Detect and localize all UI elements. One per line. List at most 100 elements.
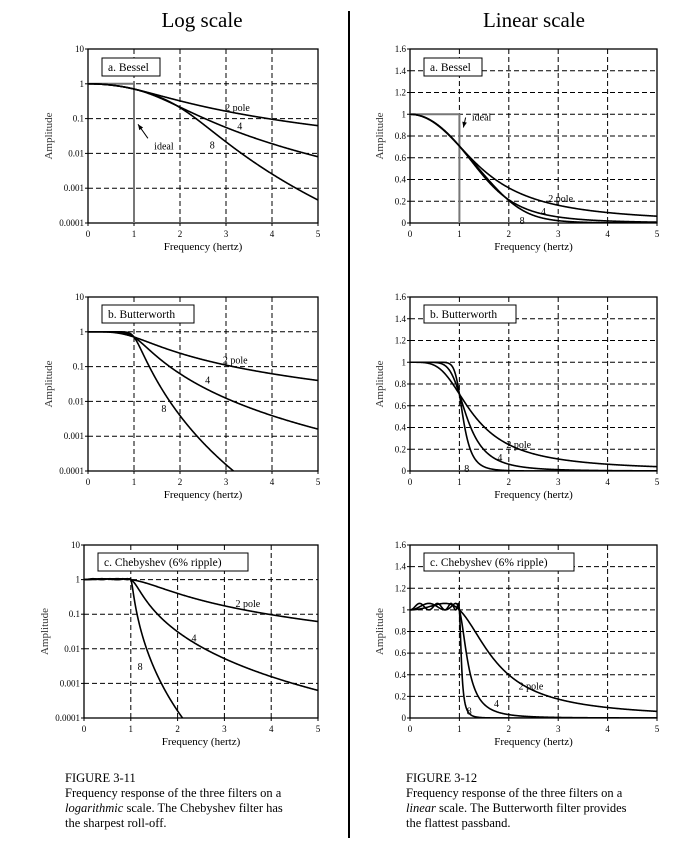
x-tick-label: 3 [222,724,227,734]
y-tick-label: 1 [76,575,81,585]
series-label: 2 pole [548,194,573,205]
series-label: 8 [138,662,143,673]
x-tick-label: 5 [316,724,321,734]
x-tick-label: 5 [316,477,321,487]
series-2-pole [88,331,318,382]
series-label: 4 [237,121,242,132]
y-tick-label: 1.6 [395,292,407,302]
ideal-label: ideal [472,113,492,124]
series-label: 8 [467,707,472,718]
linear-scale-title: Linear scale [482,8,586,32]
x-tick-label: 3 [556,229,561,239]
x-tick-label: 5 [655,477,660,487]
series-label: 4 [541,207,546,218]
y-tick-label: 1.2 [395,336,406,346]
y-tick-label: 0.8 [395,627,407,637]
y-tick-label: 0.8 [395,131,407,141]
y-axis-label: Amplitude [374,112,386,159]
filter-title: c. Chebyshev (6% ripple) [430,557,548,569]
filter-title-box [423,552,575,572]
x-axis-label: Frequency (hertz) [164,241,243,253]
series-label: 2 pole [223,355,248,366]
x-axis-label: Frequency (hertz) [162,736,241,748]
log-scale-title: Log scale [161,8,243,32]
filter-title-box [97,552,249,572]
series-label: 8 [161,404,166,415]
x-tick-label: 4 [270,477,275,487]
x-tick-label: 3 [556,477,561,487]
x-tick-label: 4 [605,477,610,487]
filter-title-box [101,57,161,77]
x-tick-label: 0 [408,229,413,239]
x-tick-label: 0 [408,724,413,734]
gridlines [410,297,657,471]
y-tick-label: 1 [80,327,85,337]
y-tick-label: 0.4 [395,423,407,433]
y-tick-label: 0.2 [395,691,406,701]
y-tick-label: 1.6 [395,44,407,54]
series-4-pole [88,331,318,430]
y-tick-label: 0 [402,466,407,476]
gridlines [84,545,318,718]
y-tick-label: 0.2 [395,444,406,454]
caption-italic: linear [406,801,436,815]
series-label: 2 pole [519,682,544,693]
plot-frame [87,48,319,224]
y-tick-label: 1.4 [395,314,407,324]
y-tick-label: 0 [402,218,407,228]
plot-frame [83,544,319,719]
filter-title: c. Chebyshev (6% ripple) [104,557,222,569]
column-divider [348,11,350,838]
x-tick-label: 0 [408,477,413,487]
caption-figure-3-12: FIGURE 3-12 Frequency response of the th… [406,771,676,831]
y-axis-label: Amplitude [43,360,55,407]
filter-title-box [423,304,517,324]
series-4-pole [410,602,657,718]
y-tick-label: 1 [402,109,407,119]
y-axis-label: Amplitude [374,360,386,407]
x-tick-label: 4 [270,229,275,239]
y-tick-label: 0.001 [60,678,80,688]
y-tick-label: 10 [71,540,81,550]
filter-title: a. Bessel [430,62,471,74]
filter-title: b. Butterworth [430,309,497,321]
filter-title: b. Butterworth [108,309,175,321]
y-tick-label: 0.2 [395,196,406,206]
y-tick-label: 0 [402,713,407,723]
filter-title-box [423,57,483,77]
x-tick-label: 5 [655,724,660,734]
filter-title: a. Bessel [108,62,149,74]
series-label: 2 pole [235,599,260,610]
y-tick-label: 0.01 [64,644,80,654]
x-tick-label: 5 [316,229,321,239]
x-tick-label: 2 [178,229,183,239]
series-8-pole [410,361,657,471]
series-label: 4 [205,375,210,386]
x-tick-label: 0 [82,724,87,734]
gridlines [88,297,318,471]
caption-figure-3-11: FIGURE 3-11 Frequency response of the th… [65,771,335,831]
x-tick-label: 2 [507,724,512,734]
series-8-pole [88,83,318,201]
y-tick-label: 0.4 [395,670,407,680]
y-tick-label: 0.1 [69,609,80,619]
caption-line: Frequency response of the three filters … [406,786,623,800]
x-tick-label: 4 [605,724,610,734]
x-axis-label: Frequency (hertz) [164,489,243,501]
x-tick-label: 3 [556,724,561,734]
x-axis-label: Frequency (hertz) [494,489,573,501]
x-tick-label: 3 [224,477,229,487]
y-axis-label: Amplitude [39,608,51,655]
y-tick-label: 1 [80,79,85,89]
y-tick-label: 0.1 [73,362,84,372]
series-label: 8 [210,140,215,151]
y-tick-label: 0.001 [64,183,84,193]
x-tick-label: 0 [86,477,91,487]
y-tick-label: 1.4 [395,66,407,76]
series-8-pole [410,113,657,223]
